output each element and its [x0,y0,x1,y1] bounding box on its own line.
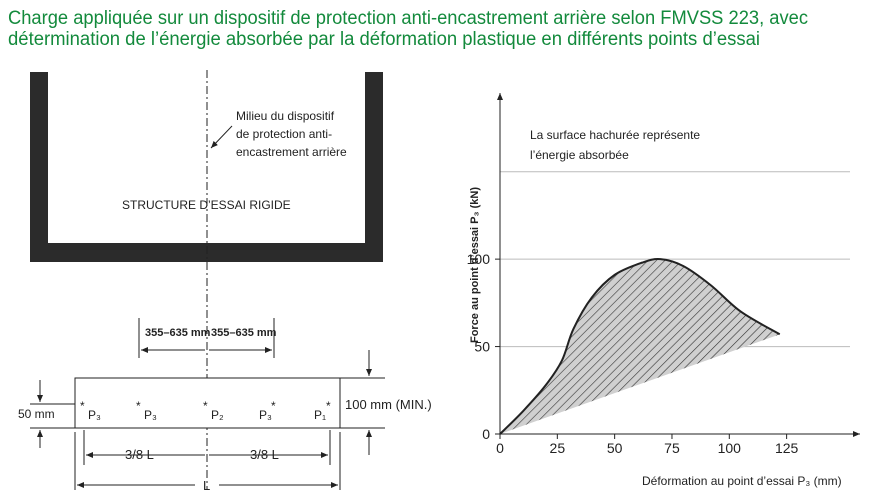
guard-bar [74,377,341,429]
test-structure [30,72,383,262]
title: Charge appliquée sur un dispositif de pr… [8,8,808,29]
asterisk: * [80,399,85,413]
x-tick-label: 100 [718,440,742,456]
structure-label: STRUCTURE D’ESSAI RIGIDE [122,198,291,212]
asterisk: * [136,399,141,413]
width-label: 3/8 L [125,447,154,462]
height-label: 50 mm [18,407,55,421]
point-label: P₃ [88,408,101,422]
x-tick-label: 75 [664,440,680,456]
point-label: P₃ [144,408,157,422]
title: détermination de l’énergie absorbée par … [8,29,760,50]
y-axis-label: Force au point d’essai P₃ (kN) [469,187,481,343]
x-tick-label: 50 [607,440,623,456]
energy-area [499,258,781,435]
graph-note: La surface hachurée représente [530,128,700,142]
midline-note: Milieu du dispositif [236,109,335,123]
point-label: P₃ [259,408,272,422]
y-tick-label: 100 [467,251,491,267]
y-tick-label: 50 [474,339,490,355]
asterisk: * [326,399,331,413]
midline-note: de protection anti- [236,127,332,141]
height-label: 100 mm (MIN.) [345,397,432,412]
x-tick-label: 0 [496,440,504,456]
x-tick-label: 125 [775,440,799,456]
leader [210,125,233,149]
length-label: L [203,478,210,490]
graph-note: l’énergie absorbée [530,148,629,162]
point-label: P₁ [314,408,326,422]
spacing: 355–635 mm [211,327,277,339]
spacing: 355–635 mm [145,327,211,339]
y-tick-label: 0 [482,426,490,442]
asterisk: * [271,399,276,413]
point-label: P₂ [211,408,224,422]
midline-note: encastrement arrière [236,145,347,159]
x-axis-label: Déformation au point d’essai P₃ (mm) [642,474,842,488]
width-label: 3/8 L [250,447,279,462]
asterisk: * [203,399,208,413]
x-tick-label: 25 [550,440,566,456]
